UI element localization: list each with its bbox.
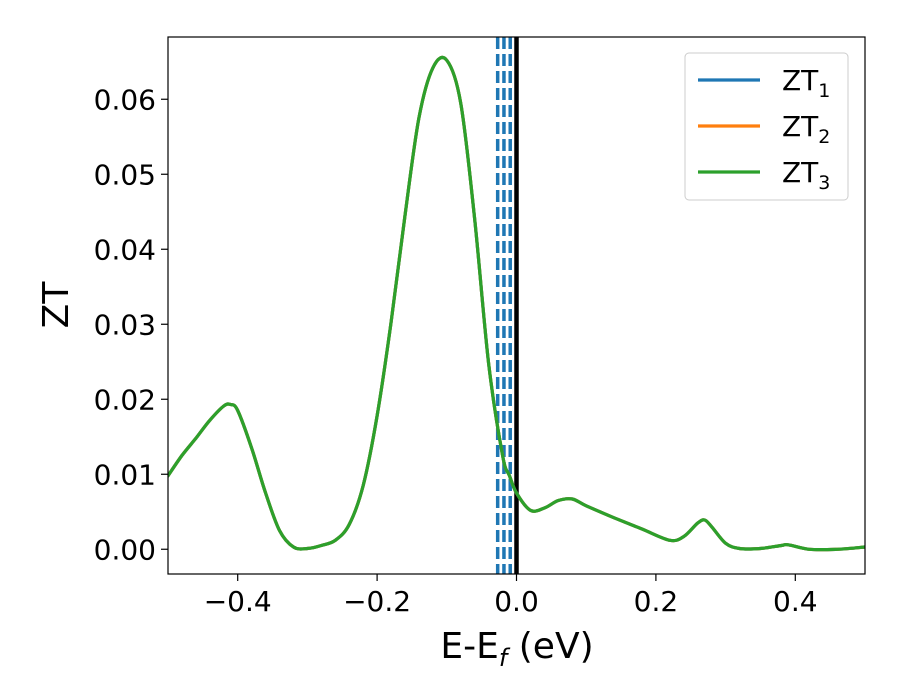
x-tick-label: 0.2 xyxy=(634,585,679,618)
x-tick-label: 0.0 xyxy=(494,585,539,618)
y-tick-label: 0.03 xyxy=(94,308,156,341)
legend-label-1: ZT1 xyxy=(782,64,830,102)
x-axis-label: E-Ef (eV) xyxy=(440,626,593,672)
series-line-3 xyxy=(168,55,865,552)
y-tick-label: 0.02 xyxy=(94,383,156,416)
legend-label-2: ZT2 xyxy=(782,110,830,148)
y-tick-label: 0.00 xyxy=(94,533,156,566)
x-tick-label: −0.4 xyxy=(204,585,272,618)
legend-box xyxy=(684,52,849,201)
y-tick-label: 0.01 xyxy=(94,458,156,491)
y-axis-ticks: 0.00 0.01 0.02 0.03 0.04 0.05 0.06 xyxy=(94,83,168,566)
y-tick-label: 0.04 xyxy=(94,233,156,266)
y-tick-label: 0.05 xyxy=(94,158,156,191)
x-axis-ticks: −0.4 −0.2 0.0 0.2 0.4 xyxy=(204,574,818,618)
y-axis-label: ZT xyxy=(36,281,77,329)
legend-label-3: ZT3 xyxy=(782,156,830,194)
x-tick-label: −0.2 xyxy=(343,585,411,618)
vertical-lines xyxy=(495,37,519,574)
y-tick-label: 0.06 xyxy=(94,83,156,116)
legend: ZT1 ZT2 ZT3 xyxy=(684,52,849,201)
x-tick-label: 0.4 xyxy=(773,585,818,618)
series-lines xyxy=(168,55,865,552)
